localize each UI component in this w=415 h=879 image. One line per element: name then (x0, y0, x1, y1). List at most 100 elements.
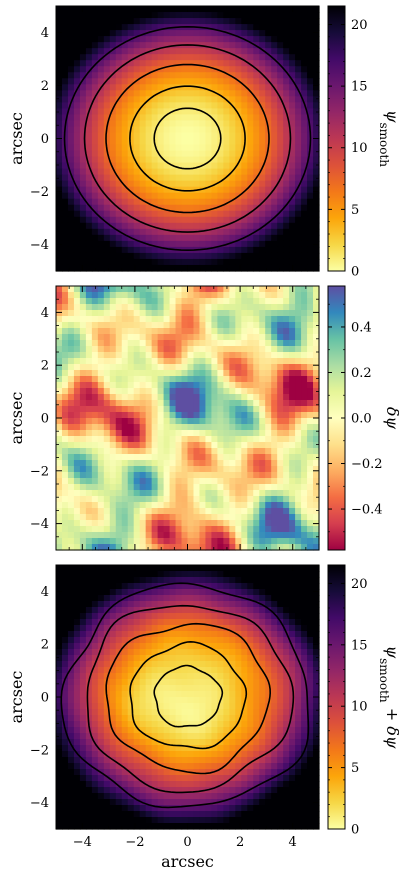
heatmap-cell (193, 577, 201, 584)
heatmap-cell (235, 448, 242, 455)
heatmap-cell (175, 649, 183, 656)
heatmap-cell (271, 246, 278, 254)
heatmap-cell (247, 210, 254, 218)
heatmap-cell (199, 30, 207, 37)
heatmap-cell (103, 532, 111, 539)
heatmap-cell (301, 346, 308, 353)
heatmap-cell (211, 120, 218, 128)
heatmap-cell (253, 490, 260, 497)
heatmap-cell (61, 358, 69, 365)
heatmap-cell (295, 565, 302, 572)
heatmap-cell (277, 667, 284, 674)
heatmap-cell (145, 36, 153, 43)
heatmap-cell (133, 466, 141, 473)
heatmap-cell (61, 162, 69, 170)
heatmap-cell (109, 514, 117, 521)
heatmap-cell (163, 544, 171, 551)
heatmap-cell (79, 514, 87, 521)
heatmap-cell (127, 90, 135, 97)
heatmap-cell (205, 346, 213, 353)
heatmap-cell (271, 544, 278, 551)
heatmap-cell (229, 198, 236, 206)
heatmap-cell (115, 532, 123, 539)
heatmap-cell (151, 60, 159, 67)
heatmap-cell (67, 108, 75, 116)
heatmap-cell (115, 186, 123, 194)
y-tick-label: 4 (41, 26, 49, 41)
heatmap-cell (127, 132, 135, 140)
heatmap-cell (289, 442, 296, 449)
heatmap-cell (283, 424, 290, 431)
heatmap-cell (163, 601, 171, 608)
heatmap-cell (145, 418, 153, 425)
heatmap-cell (56, 222, 63, 230)
heatmap-cell (289, 352, 296, 359)
heatmap-cell (265, 240, 272, 248)
heatmap-cell (211, 162, 218, 170)
heatmap-cell (181, 673, 189, 680)
heatmap-cell (115, 234, 123, 242)
heatmap-cell (163, 613, 171, 620)
heatmap-cell (199, 382, 207, 389)
heatmap-cell (121, 36, 129, 43)
heatmap-cell (139, 466, 147, 473)
heatmap-cell (277, 637, 284, 644)
heatmap-cell (103, 48, 111, 55)
heatmap-cell (79, 607, 87, 614)
heatmap-cell (133, 96, 141, 103)
heatmap-cell (73, 595, 81, 602)
heatmap-cell (67, 526, 75, 533)
heatmap-cell (169, 442, 177, 449)
heatmap-cell (127, 60, 135, 67)
heatmap-cell (79, 180, 87, 188)
heatmap-cell (247, 382, 254, 389)
heatmap-cell (253, 358, 260, 365)
heatmap-cell (193, 12, 201, 19)
heatmap-cell (79, 370, 87, 377)
heatmap-cell (313, 66, 320, 73)
heatmap-cell (205, 60, 213, 67)
heatmap-cell (115, 6, 123, 13)
heatmap-cell (151, 595, 159, 602)
heatmap-cell (169, 126, 177, 134)
heatmap-cell (145, 454, 153, 461)
heatmap-cell (223, 186, 230, 194)
heatmap-cell (121, 484, 129, 491)
heatmap-cell (175, 637, 183, 644)
heatmap-cell (229, 655, 236, 662)
heatmap-cell (145, 352, 153, 359)
heatmap-cell (175, 655, 183, 662)
heatmap-cell (91, 448, 99, 455)
heatmap-cell (115, 613, 123, 620)
heatmap-cell (217, 376, 224, 383)
heatmap-cell (271, 36, 278, 43)
heatmap-cell (169, 138, 177, 146)
heatmap-cell (187, 472, 195, 479)
heatmap-cell (56, 78, 63, 85)
heatmap-cell (259, 120, 266, 128)
heatmap-cell (139, 310, 147, 317)
heatmap-cell (157, 258, 165, 266)
heatmap-cell (133, 66, 141, 73)
heatmap-cell (301, 520, 308, 527)
heatmap-cell (109, 673, 117, 680)
heatmap-cell (265, 204, 272, 212)
heatmap-cell (283, 430, 290, 437)
heatmap-cell (56, 508, 63, 515)
heatmap-cell (56, 637, 63, 644)
heatmap-cell (247, 601, 254, 608)
heatmap-cell (199, 442, 207, 449)
heatmap-cell (163, 96, 171, 103)
heatmap-cell (56, 544, 63, 551)
heatmap-cell (139, 538, 147, 545)
heatmap-cell (56, 502, 63, 509)
heatmap-cell (229, 418, 236, 425)
heatmap-cell (109, 102, 117, 109)
heatmap-cell (289, 496, 296, 503)
heatmap-cell (97, 631, 105, 638)
heatmap-cell (253, 48, 260, 55)
heatmap-cell (109, 114, 117, 122)
heatmap-cell (79, 192, 87, 200)
heatmap-cell (283, 286, 290, 293)
heatmap-cell (277, 234, 284, 242)
